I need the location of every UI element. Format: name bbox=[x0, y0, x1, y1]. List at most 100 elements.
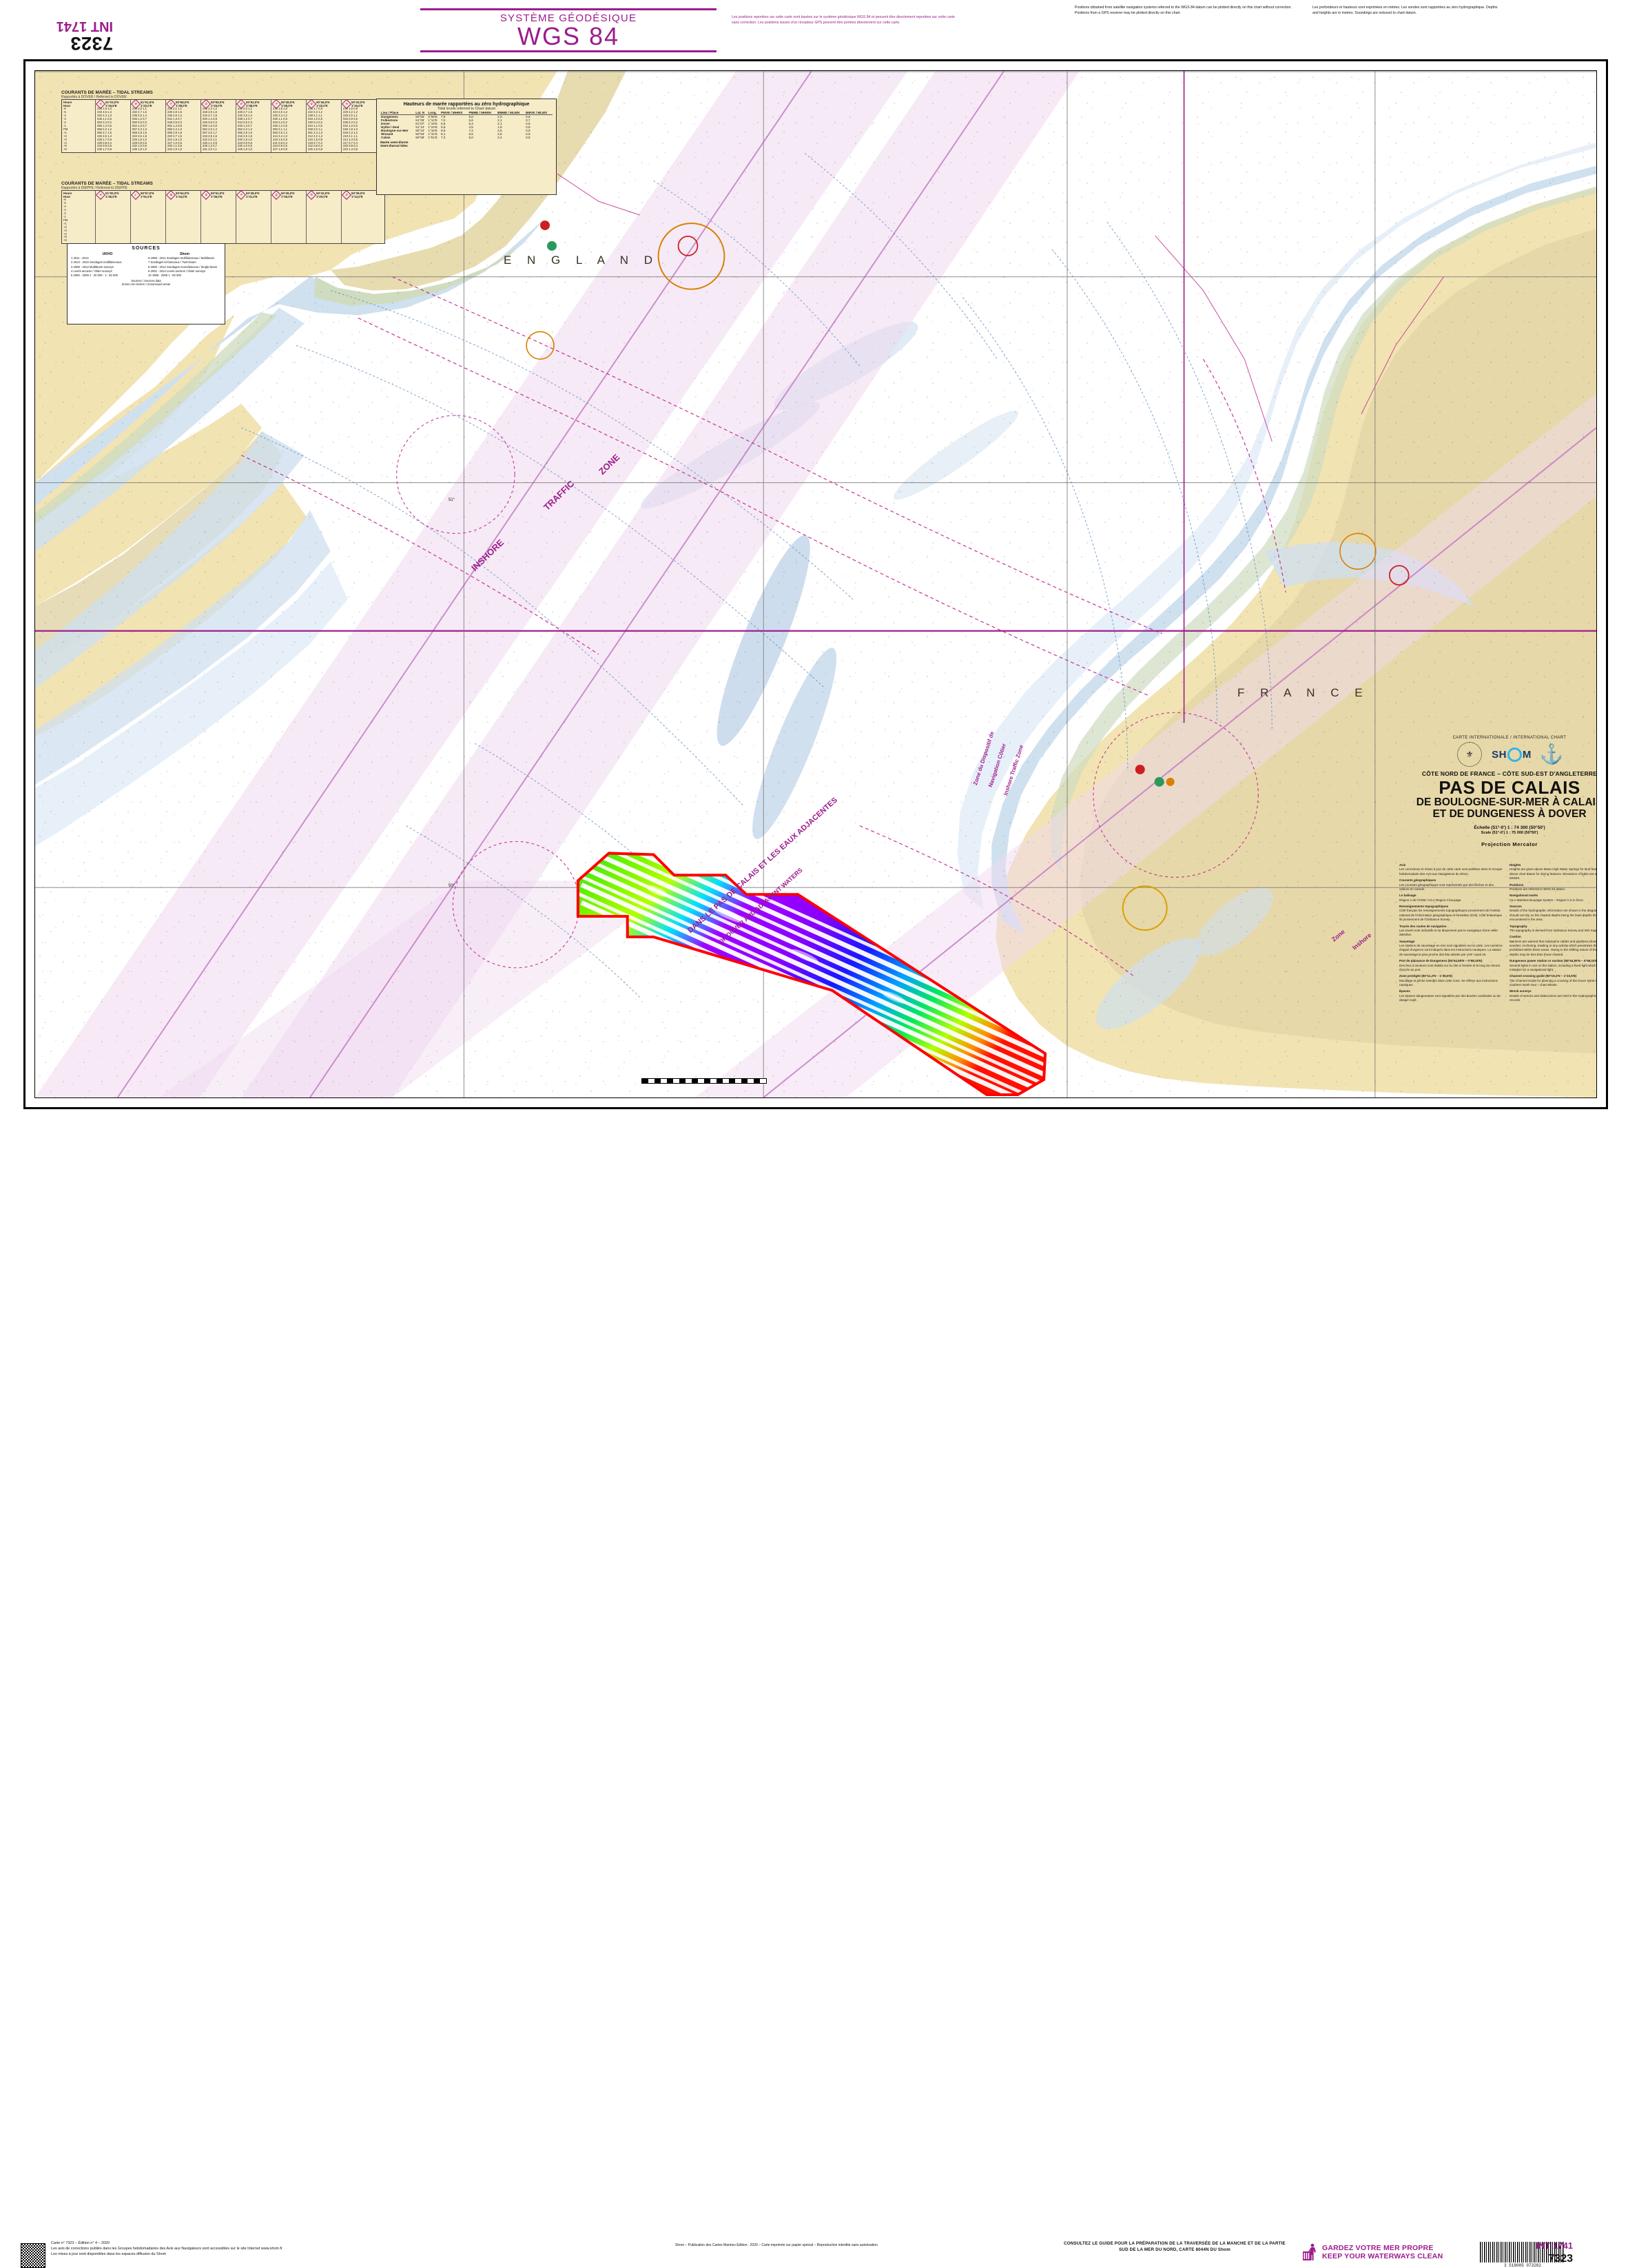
note-fr-head-4: Tracés des routes de navigation bbox=[1399, 924, 1447, 928]
tidal-streams-hour: PM bbox=[63, 218, 68, 222]
tidal-streams-cell: 053 2,6 1,4 bbox=[273, 130, 287, 134]
tidal-streams-cell: 225 2,5 1,4 bbox=[97, 134, 112, 138]
note-fr-body-4: Les tracés sont indicatifs et ne dispens… bbox=[1399, 928, 1498, 937]
tidal-levels-box: Hauteurs de marée rapportées au zéro hyd… bbox=[376, 99, 557, 195]
chart-title: PAS DE CALAIS bbox=[1439, 777, 1580, 798]
tidal-levels-title-fr: Hauteurs de marée rapportées au zéro hyd… bbox=[403, 102, 530, 107]
tidal-streams-hour: +6 bbox=[63, 147, 67, 152]
shom-logo-sh: SH bbox=[1492, 748, 1507, 761]
tidal-streams-hour: -2 bbox=[63, 211, 66, 215]
tidal-streams-cell: 052 2,3 1,3 bbox=[238, 127, 252, 131]
tidal-diamond-icon: K bbox=[95, 189, 106, 200]
tidal-streams-cell: 230 2,3 1,2 bbox=[273, 113, 287, 117]
tidal-streams-cell: 216 2,6 1,5 bbox=[238, 134, 252, 138]
tidal-diamond-icon: P bbox=[236, 189, 247, 200]
chart-title-block: CARTE INTERNATIONALE / INTERNATIONAL CHA… bbox=[1396, 736, 1597, 847]
tidal-streams-cell: 057 3,0 1,7 bbox=[203, 130, 217, 134]
tidal-streams-cell: 040 1,4 0,8 bbox=[203, 116, 217, 121]
tidal-streams-cell: 232 2,7 1,5 bbox=[132, 110, 147, 114]
tidal-streams-hour: +6 bbox=[63, 238, 67, 243]
tidal-streams-cell: 223 1,4 0,8 bbox=[343, 147, 358, 152]
tidal-streams-cell: 222 0,8 0,4 bbox=[308, 144, 322, 148]
tidal-streams-cell: 226 1,0 0,6 bbox=[238, 144, 252, 148]
tidal-streams-cell: 230 1,1 0,6 bbox=[167, 144, 182, 148]
footer-int-number: INT 1741 bbox=[1536, 2240, 1573, 2251]
sources-left-row-0: 1 2011 - 2013 bbox=[71, 256, 89, 260]
note-en-body-1: Positions are referred to WGS 84 datum. bbox=[1509, 887, 1566, 891]
tidal-streams-hour: +1 bbox=[63, 221, 67, 225]
sources-left-rows: 1 2011 - 2013 2 2013 - 2015 Sondages mult… bbox=[71, 256, 144, 278]
tidal-levels-row: Calais 50°58' 1°51'E 7,3 6,0 2,4 0,8 bbox=[381, 136, 530, 139]
note-fr-body-6: Des feux à secteurs sont établis sur la … bbox=[1399, 963, 1500, 971]
tidal-levels-table: Lieu / Place Lat. N Long. PMVE / MHWS PMME /… bbox=[380, 111, 553, 139]
tidal-streams-cell: 229 1,8 1,0 bbox=[238, 147, 252, 152]
tidal-streams-cell: 055 2,8 1,6 bbox=[238, 130, 252, 134]
qr-code-icon[interactable] bbox=[21, 2243, 45, 2268]
tidal-streams-station-Q: Q 50°45,0'N 1°26,0'E bbox=[271, 189, 307, 244]
tidal-streams-cell: 057 2,3 1,3 bbox=[132, 127, 147, 131]
tidal-streams-station-B: B 51°01,5'N 1°22,0'E 228 2,0 1,1 232 2,7 1,5… bbox=[130, 99, 166, 153]
tidal-streams-cell: 231 2,0 1,1 bbox=[203, 147, 217, 152]
tidal-streams-station-G: G 50°46,0'N 1°22,0'E 215 1,7 0,9 222 2,3 1,2… bbox=[306, 99, 342, 153]
note-en-head-2: Navigational marks bbox=[1509, 894, 1538, 898]
tidal-streams-subtitle-2: Rapportés à DIEPPE / Referred to DIEPPE bbox=[61, 186, 127, 190]
note-en-head-4: Topography bbox=[1509, 924, 1527, 928]
tidal-diamond-icon: L bbox=[130, 189, 141, 200]
tidal-streams-cell: 038 1,2 0,7 bbox=[238, 116, 252, 121]
tidal-streams-cell: 044 0,5 0,3 bbox=[238, 120, 252, 124]
tidal-streams-cell: 227 1,0 0,5 bbox=[167, 141, 182, 145]
tidal-streams-cell: 044 1,1 0,6 bbox=[308, 123, 322, 127]
tidal-streams-cell: 223 0,9 0,5 bbox=[238, 141, 252, 145]
tidal-streams-cell: 230 1,9 1,0 bbox=[97, 107, 112, 110]
publication-note: Shom – Publication des Cartes Marines Éd… bbox=[675, 2243, 878, 2247]
tidal-streams-hour: +5 bbox=[63, 144, 67, 148]
tidal-streams-cell: 227 1,6 0,9 bbox=[273, 147, 287, 152]
tidal-streams-cell: 034 1,0 0,5 bbox=[308, 116, 322, 121]
tidal-streams-grid-2: Heure Hour -6 -5 -4 -3 -2 -1 PM +1 +2 +3 +4 +5 +6 K 51°0… bbox=[61, 189, 385, 245]
note-fr-body-3: Côté français les renseignements topogra… bbox=[1399, 909, 1502, 922]
tidal-streams-cell: 042 0,4 0,2 bbox=[273, 120, 287, 124]
tidal-streams-cell: 222 2,2 1,2 bbox=[203, 107, 217, 110]
tidal-streams-cell: 218 1,6 0,9 bbox=[273, 137, 287, 141]
geodetic-label: SYSTÈME GÉODÉSIQUE bbox=[499, 12, 637, 24]
note-en-body-0: Heights are given above Mean High Water … bbox=[1509, 867, 1597, 880]
tidal-streams-hour: +4 bbox=[63, 231, 67, 236]
upside-down-int-number: INT 1741 bbox=[56, 19, 113, 34]
tidal-streams-cell: 232 1,0 0,6 bbox=[132, 144, 147, 148]
tidal-streams-cell: 217 0,7 0,4 bbox=[343, 141, 358, 145]
note-fr-head-2: Le balisage bbox=[1399, 894, 1416, 898]
tidal-streams-station-M: M 50°54,0'N 1°44,0'E bbox=[165, 189, 201, 244]
tidal-streams-station-N: N 50°51,0'N 1°36,0'E bbox=[200, 189, 236, 244]
tidal-streams-cell: 221 0,8 0,4 bbox=[273, 141, 287, 145]
note-fr-head-3: Renseignements topographiques bbox=[1399, 905, 1449, 908]
crossing-guide-note: CONSULTEZ LE GUIDE POUR LA PRÉPARATION D… bbox=[1064, 2241, 1286, 2252]
tidal-streams-cell: 046 0,6 0,3 bbox=[203, 120, 217, 124]
tidal-levels-footnote-fr: Marée semi-diurne bbox=[380, 141, 409, 144]
chart-scale-en: Scale (51°-0') 1 : 75 000 (50°50') bbox=[1481, 831, 1538, 836]
tidal-streams-cell: 048 1,1 0,6 bbox=[97, 116, 112, 121]
tidal-levels-row: Folkestone 51°05' 1°12'E 7,0 5,6 2,1 0,7 bbox=[381, 118, 530, 122]
note-fr-head-1: Courants géographiques bbox=[1399, 878, 1436, 883]
tidal-streams-title-2: COURANTS DE MARÉE – TIDAL STREAMS bbox=[61, 181, 153, 186]
scale-bar bbox=[641, 1078, 767, 1084]
tidal-streams-station-P: P 50°48,0'N 1°31,0'E bbox=[236, 189, 271, 244]
tidal-streams-cell: 051 2,4 1,3 bbox=[308, 130, 322, 134]
tidal-streams-cell: 224 2,5 1,3 bbox=[273, 110, 287, 114]
note-fr-body-1: Les courants géographiques sont représen… bbox=[1399, 883, 1494, 891]
tidal-diamond-icon: R bbox=[306, 189, 317, 200]
tidal-streams-hour: +3 bbox=[63, 137, 67, 141]
sources-footer-1: Sources / Sources data bbox=[131, 279, 161, 283]
geodetic-note-english: Positions obtained from satellite naviga… bbox=[1075, 6, 1292, 15]
tidal-streams-cell: 225 2,1 1,1 bbox=[167, 107, 182, 110]
note-en-body-2: IALA Maritime Buoyage System – Region A … bbox=[1509, 898, 1585, 902]
tidal-streams-hour: -6 bbox=[63, 198, 66, 201]
edition-line: Carte n° 7323 – Édition n° 4 – 2020 bbox=[51, 2241, 110, 2245]
tidal-streams-cell: 059 2,8 1,6 bbox=[132, 130, 147, 134]
tidal-streams-cell: 219 0,7 0,4 bbox=[308, 141, 322, 145]
chart-projection: Projection Mercator bbox=[1481, 841, 1538, 847]
coast-line-label: CÔTE NORD DE FRANCE – CÔTE SUD-EST D'ANG… bbox=[1421, 770, 1597, 777]
tidal-streams-hour: -6 bbox=[63, 107, 66, 110]
tidal-streams-cell: 222 2,6 1,5 bbox=[132, 134, 147, 138]
tidal-streams-table-1: COURANTS DE MARÉE – TIDAL STREAMS Rappor… bbox=[61, 90, 385, 154]
